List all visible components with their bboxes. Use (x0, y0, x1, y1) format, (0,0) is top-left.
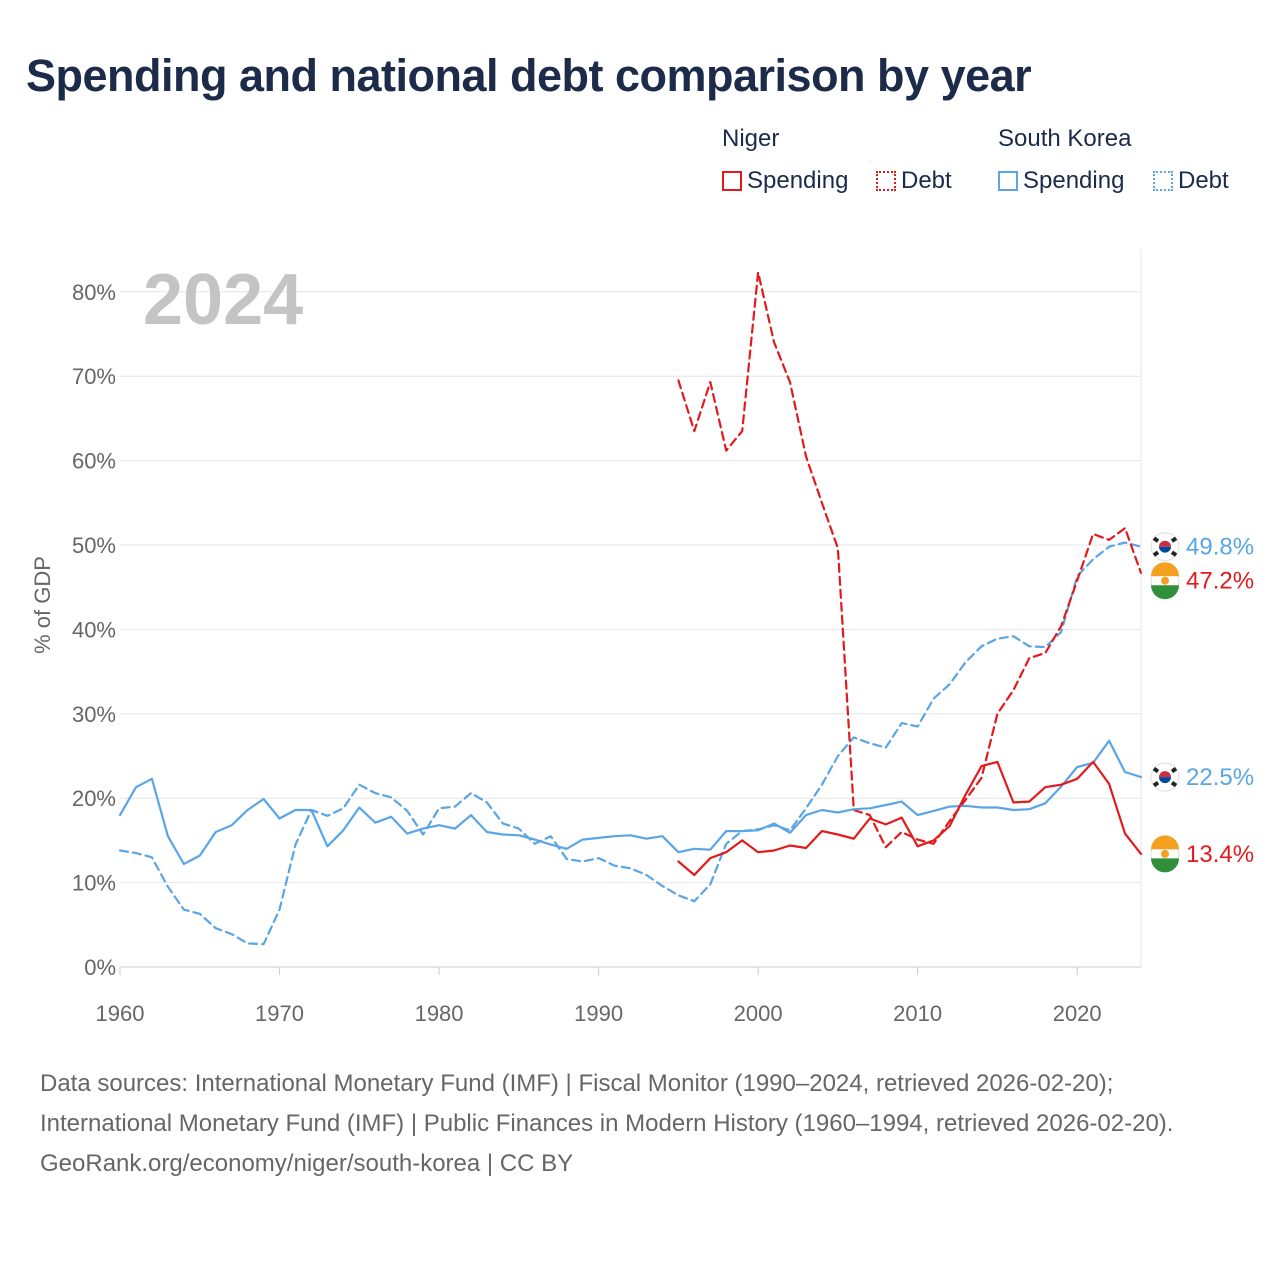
y-tick-label: 60% (72, 449, 116, 474)
x-tick-label: 1970 (255, 1001, 304, 1026)
data-sources-note: Data sources: International Monetary Fun… (40, 1070, 1174, 1137)
dotted-line-swatch-icon (1153, 171, 1173, 191)
y-tick-label: 80% (72, 280, 116, 305)
flag-blue-half (1159, 546, 1171, 553)
grid-layer (120, 249, 1142, 968)
flag-sun (1161, 576, 1169, 585)
legend: Niger Spending Debt South Korea Spending… (0, 120, 1280, 200)
year-watermark: 2024 (143, 260, 303, 340)
line-chart: 0% 10% 20% 30% 40% 50% 60% 70% 80% 1960 1970 1980 19… (30, 249, 1254, 1026)
x-tick-label: 2020 (1053, 1001, 1102, 1026)
legend-item-south-korea-debt[interactable]: Debt (1153, 167, 1229, 195)
flag-trigram (1170, 536, 1178, 543)
legend-item-label: Spending (1023, 167, 1125, 194)
x-tick-label: 1960 (96, 1001, 145, 1026)
flag-red-half (1159, 540, 1171, 547)
legend-item-south-korea-spending[interactable]: Spending (998, 167, 1124, 195)
x-tick-label: 2000 (734, 1001, 783, 1026)
x-tick-label: 2010 (893, 1001, 942, 1026)
series-layer (118, 271, 1143, 946)
end-label-layer: 49.8% 47.2% 22.5% 13.4% (1150, 532, 1254, 873)
flag-trigram (1152, 550, 1160, 557)
y-tick-label: 10% (72, 871, 116, 896)
flag-trigram (1152, 536, 1160, 543)
flag-trigram (1152, 767, 1160, 774)
dotted-line-swatch-icon (876, 171, 896, 191)
y-tick-label: 20% (72, 786, 116, 811)
flag-red-half (1159, 771, 1171, 778)
south-korea-flag-icon (1150, 762, 1180, 792)
flag-orange-band (1151, 562, 1179, 577)
legend-group-title: South Korea (998, 125, 1132, 152)
legend-item-label: Debt (901, 167, 952, 194)
series-line-niger-spending (677, 760, 1143, 877)
end-value-label: 22.5% (1186, 764, 1254, 791)
legend-group-title: Niger (722, 125, 780, 152)
end-value-label: 49.8% (1186, 534, 1254, 561)
flag-blue-half (1159, 777, 1171, 784)
y-tick-label: 40% (72, 617, 116, 642)
flag-orange-band (1151, 835, 1179, 850)
x-tick-label: 1990 (574, 1001, 623, 1026)
series-line-niger-debt (677, 271, 1143, 849)
credit-link[interactable]: GeoRank.org/economy/niger/south-korea | … (40, 1150, 574, 1177)
y-tick-label: 50% (72, 533, 116, 558)
series-line-south-korea-debt (118, 541, 1143, 946)
y-tick-label: 30% (72, 702, 116, 727)
x-tick-label: 1980 (415, 1001, 464, 1026)
flag-trigram (1170, 767, 1178, 774)
niger-flag-icon (1150, 835, 1180, 873)
flag-trigram (1152, 781, 1160, 788)
legend-item-label: Debt (1178, 167, 1229, 194)
south-korea-flag-icon (1150, 532, 1180, 562)
legend-item-label: Spending (747, 167, 849, 194)
flag-sun (1161, 849, 1169, 858)
series-line-south-korea-spending (118, 739, 1143, 866)
end-value-label: 47.2% (1186, 568, 1254, 595)
end-value-label: 13.4% (1186, 841, 1254, 868)
niger-flag-icon (1150, 562, 1180, 600)
legend-item-niger-debt[interactable]: Debt (876, 167, 952, 195)
flag-green-band (1151, 858, 1179, 873)
legend-item-niger-spending[interactable]: Spending (722, 167, 848, 195)
y-axis-title: % of GDP (30, 556, 55, 654)
flag-trigram (1170, 781, 1178, 788)
solid-line-swatch-icon (998, 171, 1018, 191)
y-tick-label: 70% (72, 364, 116, 389)
flag-trigram (1170, 550, 1178, 557)
chart-title: Spending and national debt comparison by… (26, 50, 1032, 101)
axis-layer: 0% 10% 20% 30% 40% 50% 60% 70% 80% 1960 1970 1980 19… (72, 280, 1102, 1026)
solid-line-swatch-icon (722, 171, 742, 191)
y-tick-label: 0% (84, 955, 116, 980)
flag-green-band (1151, 585, 1179, 600)
footer: Data sources: International Monetary Fun… (40, 1064, 1240, 1184)
